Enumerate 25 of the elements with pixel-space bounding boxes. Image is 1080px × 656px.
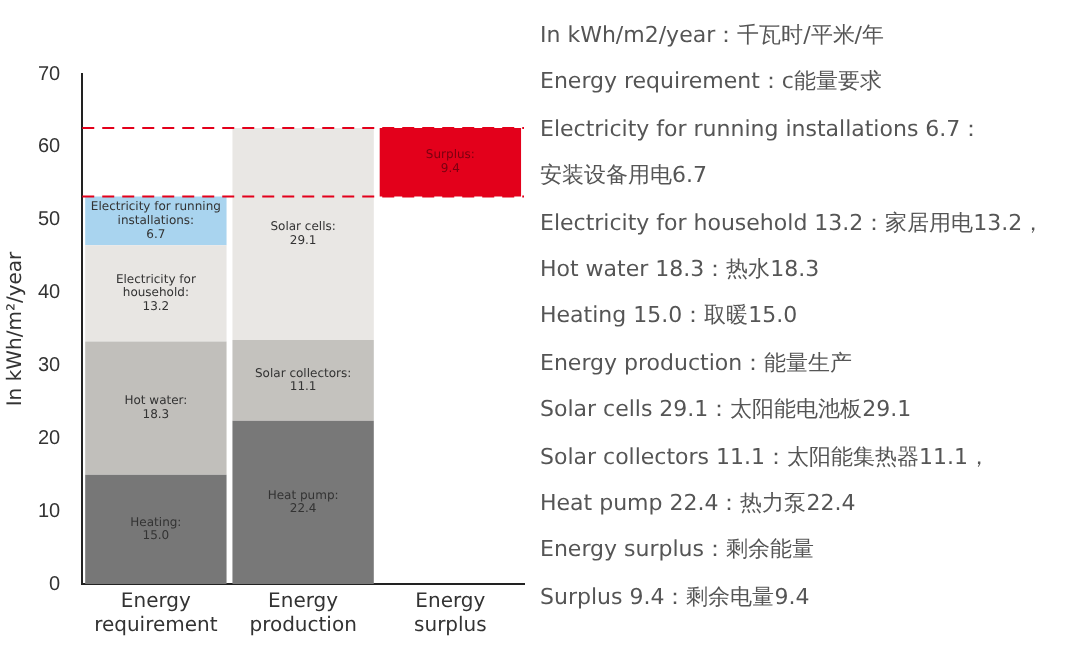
text: Electricity for running installations 6.7：	[540, 113, 985, 146]
text: Electricity for household 13.2：家居用电13.2，	[540, 207, 1047, 240]
text: Energy surplus：剩余能量	[540, 534, 816, 567]
y-axis-title: In kWh/m²/year	[5, 249, 28, 407]
y-tick-label: 50	[38, 209, 62, 232]
text: Heat pump 22.4：热力泵22.4	[540, 488, 858, 521]
text: Surplus 9.4：剩余电量9.4	[540, 581, 812, 614]
y-tick-label: 40	[38, 282, 62, 305]
text: Energy requirement：c能量要求	[540, 66, 884, 99]
y-tick-label: 30	[38, 354, 62, 377]
x-tick-label: Energy production	[249, 591, 357, 638]
text: 安装设备用电6.7	[540, 160, 709, 193]
y-tick-label: 70	[38, 63, 62, 86]
text: Heating 15.0：取暖15.0	[540, 300, 800, 333]
text: Solar collectors 11.1：太阳能集热器11.1，	[540, 441, 993, 474]
x-tick-label: Energy requirement	[94, 591, 218, 638]
text: Energy production：能量生产	[540, 347, 855, 380]
text: In kWh/m2/year：千瓦时/平米/年	[540, 20, 887, 52]
y-tick-label: 10	[38, 500, 62, 523]
text: Solar cells 29.1：太阳能电池板29.1	[540, 394, 914, 427]
y-tick-label: 0	[49, 573, 62, 596]
y-tick-label: 60	[38, 136, 62, 159]
x-tick-label: Energy surplus	[414, 591, 487, 638]
y-tick-label: 20	[38, 427, 62, 450]
text: Hot water 18.3：热水18.3	[540, 254, 822, 287]
